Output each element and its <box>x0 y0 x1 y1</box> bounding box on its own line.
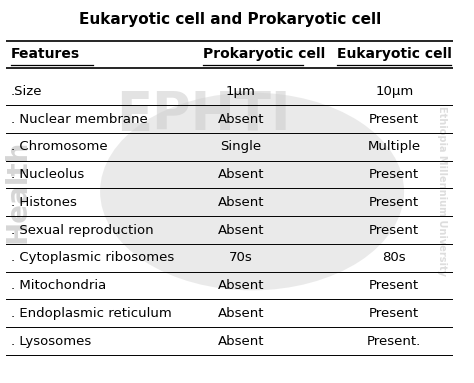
Text: 10μm: 10μm <box>375 85 413 98</box>
Text: Multiple: Multiple <box>368 140 421 153</box>
Text: EPHTI: EPHTI <box>116 90 290 141</box>
Text: . Sexual reproduction: . Sexual reproduction <box>11 224 153 237</box>
Text: Eukaryotic cell and Prokaryotic cell: Eukaryotic cell and Prokaryotic cell <box>79 12 381 27</box>
Text: 80s: 80s <box>383 251 406 264</box>
Text: Ethiopia Millennium University: Ethiopia Millennium University <box>437 106 447 277</box>
Text: Health: Health <box>3 140 31 243</box>
Text: Prokaryotic cell: Prokaryotic cell <box>203 47 325 61</box>
Text: . Cytoplasmic ribosomes: . Cytoplasmic ribosomes <box>11 251 174 264</box>
Text: . Mitochondria: . Mitochondria <box>11 279 106 292</box>
Ellipse shape <box>100 93 404 290</box>
Text: . Lysosomes: . Lysosomes <box>11 335 91 348</box>
Text: Absent: Absent <box>218 307 264 320</box>
Text: Present: Present <box>369 279 419 292</box>
Text: Absent: Absent <box>218 335 264 348</box>
Text: Present: Present <box>369 307 419 320</box>
Text: Features: Features <box>11 47 80 61</box>
Text: Single: Single <box>220 140 262 153</box>
Text: . Endoplasmic reticulum: . Endoplasmic reticulum <box>11 307 172 320</box>
Text: . Nucleolus: . Nucleolus <box>11 168 84 181</box>
Text: Present: Present <box>369 224 419 237</box>
Text: Absent: Absent <box>218 113 264 126</box>
Text: Present: Present <box>369 168 419 181</box>
Text: . Histones: . Histones <box>11 196 76 209</box>
Text: Absent: Absent <box>218 168 264 181</box>
Text: Eukaryotic cell: Eukaryotic cell <box>337 47 452 61</box>
Text: . Nuclear membrane: . Nuclear membrane <box>11 113 147 126</box>
Text: Absent: Absent <box>218 224 264 237</box>
Text: Absent: Absent <box>218 196 264 209</box>
Text: . Chromosome: . Chromosome <box>11 140 107 153</box>
Text: Present: Present <box>369 196 419 209</box>
Text: 70s: 70s <box>229 251 253 264</box>
Text: Absent: Absent <box>218 279 264 292</box>
Text: .Size: .Size <box>11 85 42 98</box>
Text: Present.: Present. <box>367 335 421 348</box>
Text: Present: Present <box>369 113 419 126</box>
Text: 1μm: 1μm <box>226 85 256 98</box>
